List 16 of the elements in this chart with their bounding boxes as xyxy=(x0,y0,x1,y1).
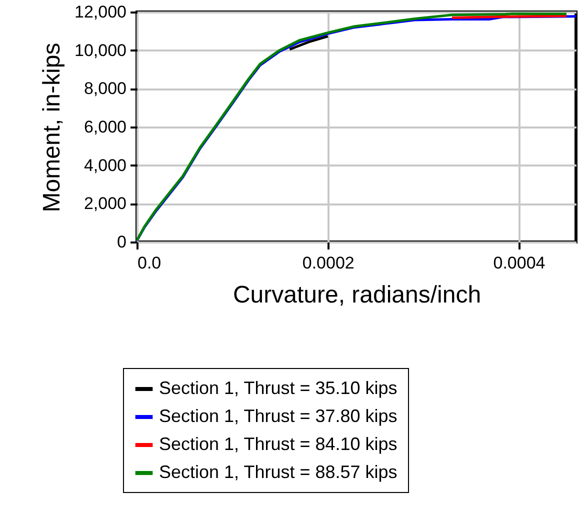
legend-label: Section 1, Thrust = 37.80 kips xyxy=(159,406,398,426)
x-axis-title: Curvature, radians/inch xyxy=(232,282,482,308)
y-tick-label: 4,000 xyxy=(84,156,126,175)
y-axis-title: Moment, in-kips xyxy=(38,42,66,212)
y-tick-label: 10,000 xyxy=(74,40,126,60)
legend-label: Section 1, Thrust = 35.10 kips xyxy=(159,378,398,398)
y-tick-label: 12,000 xyxy=(74,2,126,22)
x-tick-label: 0.0 xyxy=(138,254,162,272)
x-tick-label: 0.0004 xyxy=(493,254,546,272)
legend-label: Section 1, Thrust = 88.57 kips xyxy=(159,462,398,482)
y-tick-label: 8,000 xyxy=(84,79,126,98)
legend-label: Section 1, Thrust = 84.10 kips xyxy=(159,434,398,454)
y-tick-label: 6,000 xyxy=(84,118,126,136)
x-tick-label: 0.0002 xyxy=(302,254,354,272)
y-tick-label: 0 xyxy=(117,232,126,252)
y-tick-label: 2,000 xyxy=(84,194,126,214)
